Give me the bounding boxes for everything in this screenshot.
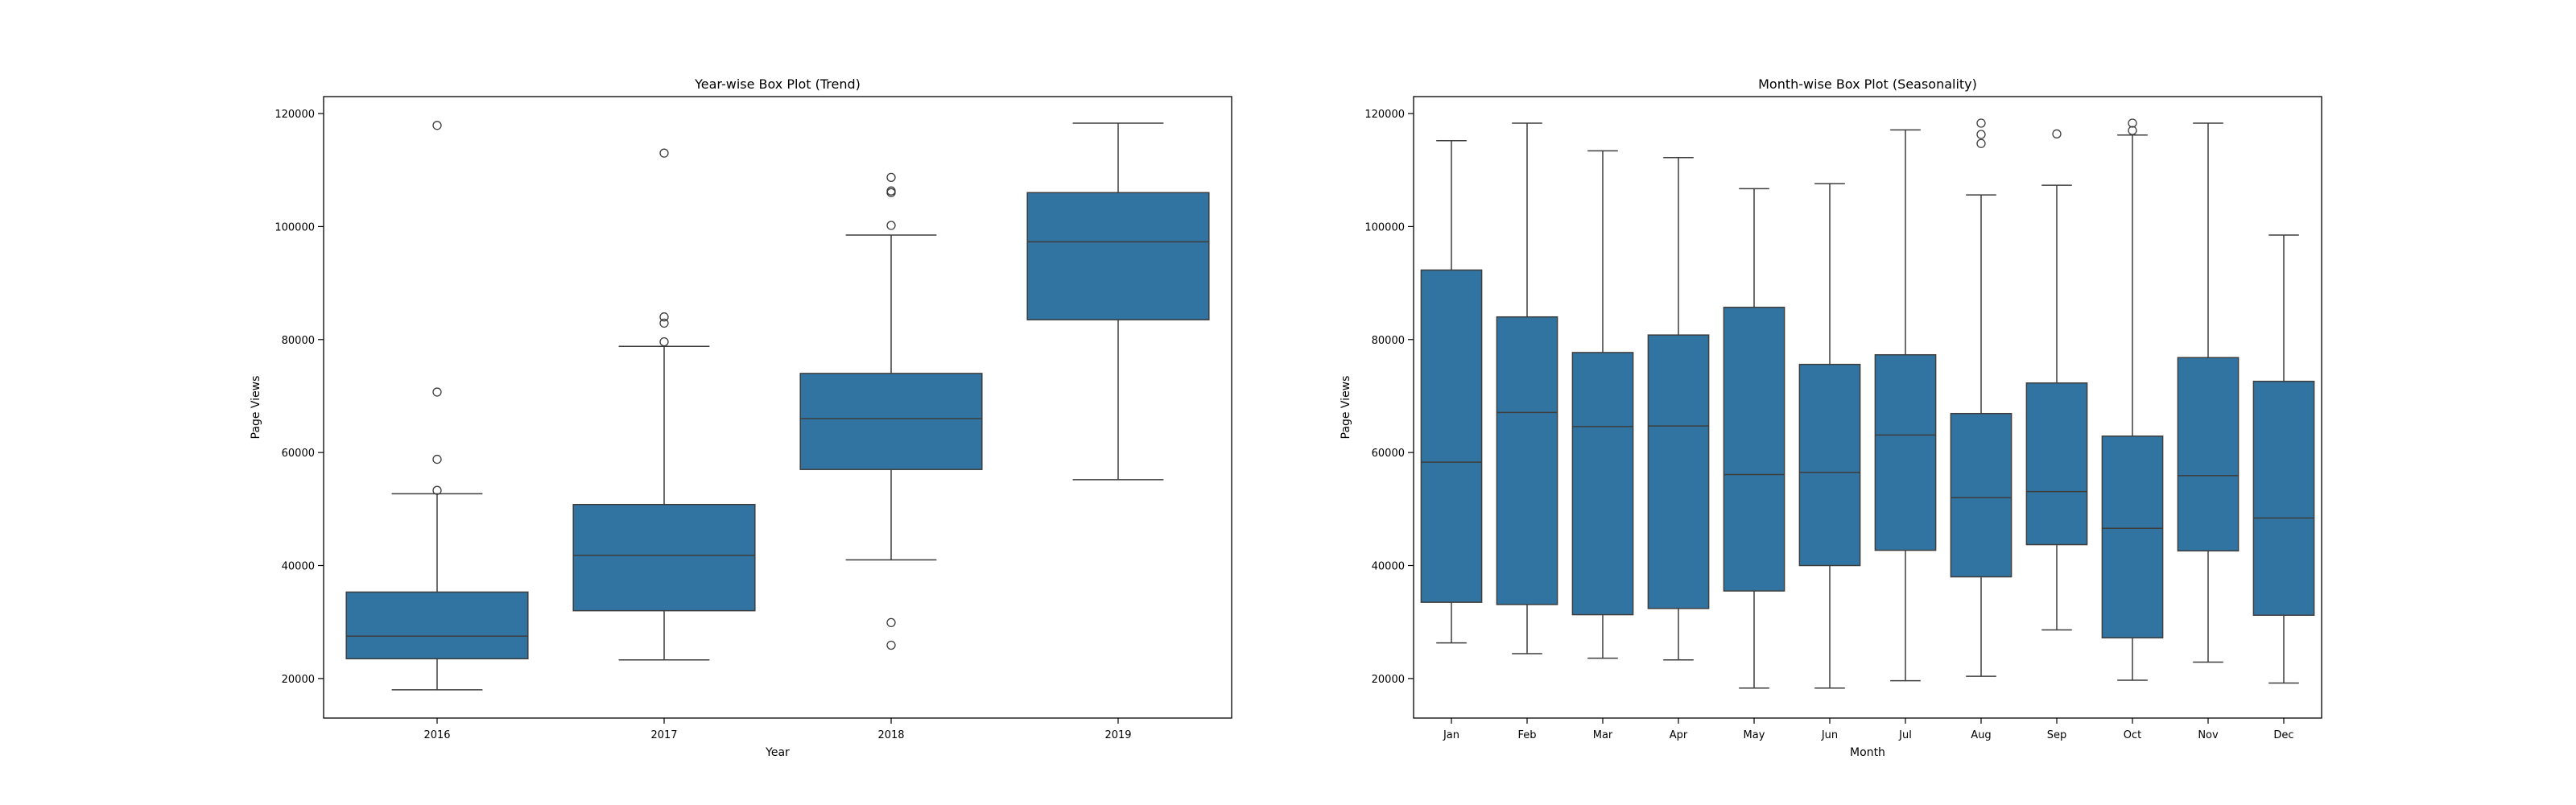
x-tick-label: Apr <box>1670 729 1688 741</box>
box-iqr <box>2025 382 2088 546</box>
outlier-point <box>432 121 442 130</box>
x-axis-label: Month <box>1850 746 1885 759</box>
box-2019 <box>1026 122 1210 481</box>
box-iqr <box>1496 316 1558 605</box>
box-iqr <box>2101 436 2164 639</box>
outlier-point <box>2052 129 2062 138</box>
box-2018 <box>799 172 983 650</box>
y-tick-label: 120000 <box>275 109 315 121</box>
box-Jul <box>1874 129 1937 682</box>
box-Jan <box>1420 139 1483 644</box>
y-tick-label: 80000 <box>1372 335 1405 347</box>
outlier-point <box>432 387 442 397</box>
y-axis-label: Page Views <box>250 376 262 440</box>
box-Oct <box>2101 118 2164 681</box>
outlier-point <box>886 186 896 196</box>
x-tick-label: Mar <box>1593 729 1613 741</box>
box-iqr <box>2252 380 2315 617</box>
outlier-point <box>659 312 669 322</box>
y-tick-label: 20000 <box>282 674 315 686</box>
x-tick-label: Aug <box>1971 729 1991 741</box>
y-tick-label: 40000 <box>1372 561 1405 573</box>
outlier-point <box>1976 118 1986 128</box>
outlier-point <box>2128 118 2137 128</box>
x-tick-label: Jan <box>1443 729 1459 741</box>
box-Dec <box>2252 234 2315 684</box>
chart-title: Month-wise Box Plot (Seasonality) <box>1758 76 1977 92</box>
box-2016 <box>345 121 529 691</box>
x-tick-label: 2016 <box>423 729 450 741</box>
box-iqr <box>1798 363 1861 567</box>
y-tick-label: 60000 <box>1372 448 1405 460</box>
box-iqr <box>1571 352 1634 616</box>
outlier-point <box>432 454 442 464</box>
box-Feb <box>1496 122 1558 654</box>
chart-panel-1: Year-wise Box Plot (Trend) 20000 40000 6000… <box>250 76 1232 759</box>
x-tick-label: May <box>1744 729 1765 741</box>
outlier-point <box>1976 138 1986 148</box>
outlier-point <box>886 617 896 628</box>
outlier-point <box>2128 126 2137 135</box>
y-tick-label: 120000 <box>1364 109 1405 121</box>
x-tick-label: 2017 <box>650 729 677 741</box>
box-iqr <box>1026 192 1210 320</box>
y-tick-label: 40000 <box>282 561 315 573</box>
box-iqr <box>1647 334 1710 609</box>
y-axis-label: Page Views <box>1340 376 1352 440</box>
x-axis-label: Year <box>765 746 790 759</box>
y-tick-label: 80000 <box>282 335 315 347</box>
x-tick-label: Feb <box>1517 729 1536 741</box>
box-Mar <box>1571 150 1634 659</box>
y-tick-label: 100000 <box>1364 221 1405 233</box>
x-tick-label: 2019 <box>1104 729 1131 741</box>
y-tick-label: 20000 <box>1372 674 1405 686</box>
x-tick-label: Oct <box>2124 729 2141 741</box>
chart-panel-2: Month-wise Box Plot (Seasonality) 20000 40… <box>1340 76 2322 759</box>
y-tick-label: 100000 <box>275 221 315 233</box>
x-tick-label: Jul <box>1898 729 1912 741</box>
box-Sep <box>2025 129 2088 631</box>
x-tick-label: Sep <box>2047 729 2067 741</box>
x-tick-label: Jun <box>1821 729 1838 741</box>
x-tick-label: Dec <box>2273 729 2293 741</box>
box-iqr <box>1723 307 1785 592</box>
outlier-point <box>659 318 669 328</box>
box-Aug <box>1950 118 2013 677</box>
outlier-point <box>886 172 896 183</box>
box-iqr <box>345 591 529 660</box>
axes-frame <box>323 96 1232 719</box>
axes-frame <box>1413 96 2322 719</box>
box-iqr <box>2177 357 2240 552</box>
box-iqr <box>572 503 756 612</box>
box-2017 <box>572 148 756 661</box>
outlier-point <box>659 336 669 347</box>
outlier-point <box>659 148 669 158</box>
box-Jun <box>1798 183 1861 689</box>
box-iqr <box>1874 353 1937 551</box>
y-tick-label: 60000 <box>282 448 315 460</box>
box-Apr <box>1647 157 1710 661</box>
outlier-point <box>432 485 442 495</box>
outlier-point <box>1976 130 1986 139</box>
box-May <box>1723 188 1785 689</box>
outlier-point <box>886 221 896 230</box>
box-iqr <box>1420 269 1483 603</box>
x-tick-label: Nov <box>2198 729 2219 741</box>
box-iqr <box>1950 412 2013 578</box>
chart-title: Year-wise Box Plot (Trend) <box>694 76 861 92</box>
box-Nov <box>2177 122 2240 663</box>
outlier-point <box>886 640 896 650</box>
x-tick-label: 2018 <box>877 729 904 741</box>
box-iqr <box>799 373 983 470</box>
